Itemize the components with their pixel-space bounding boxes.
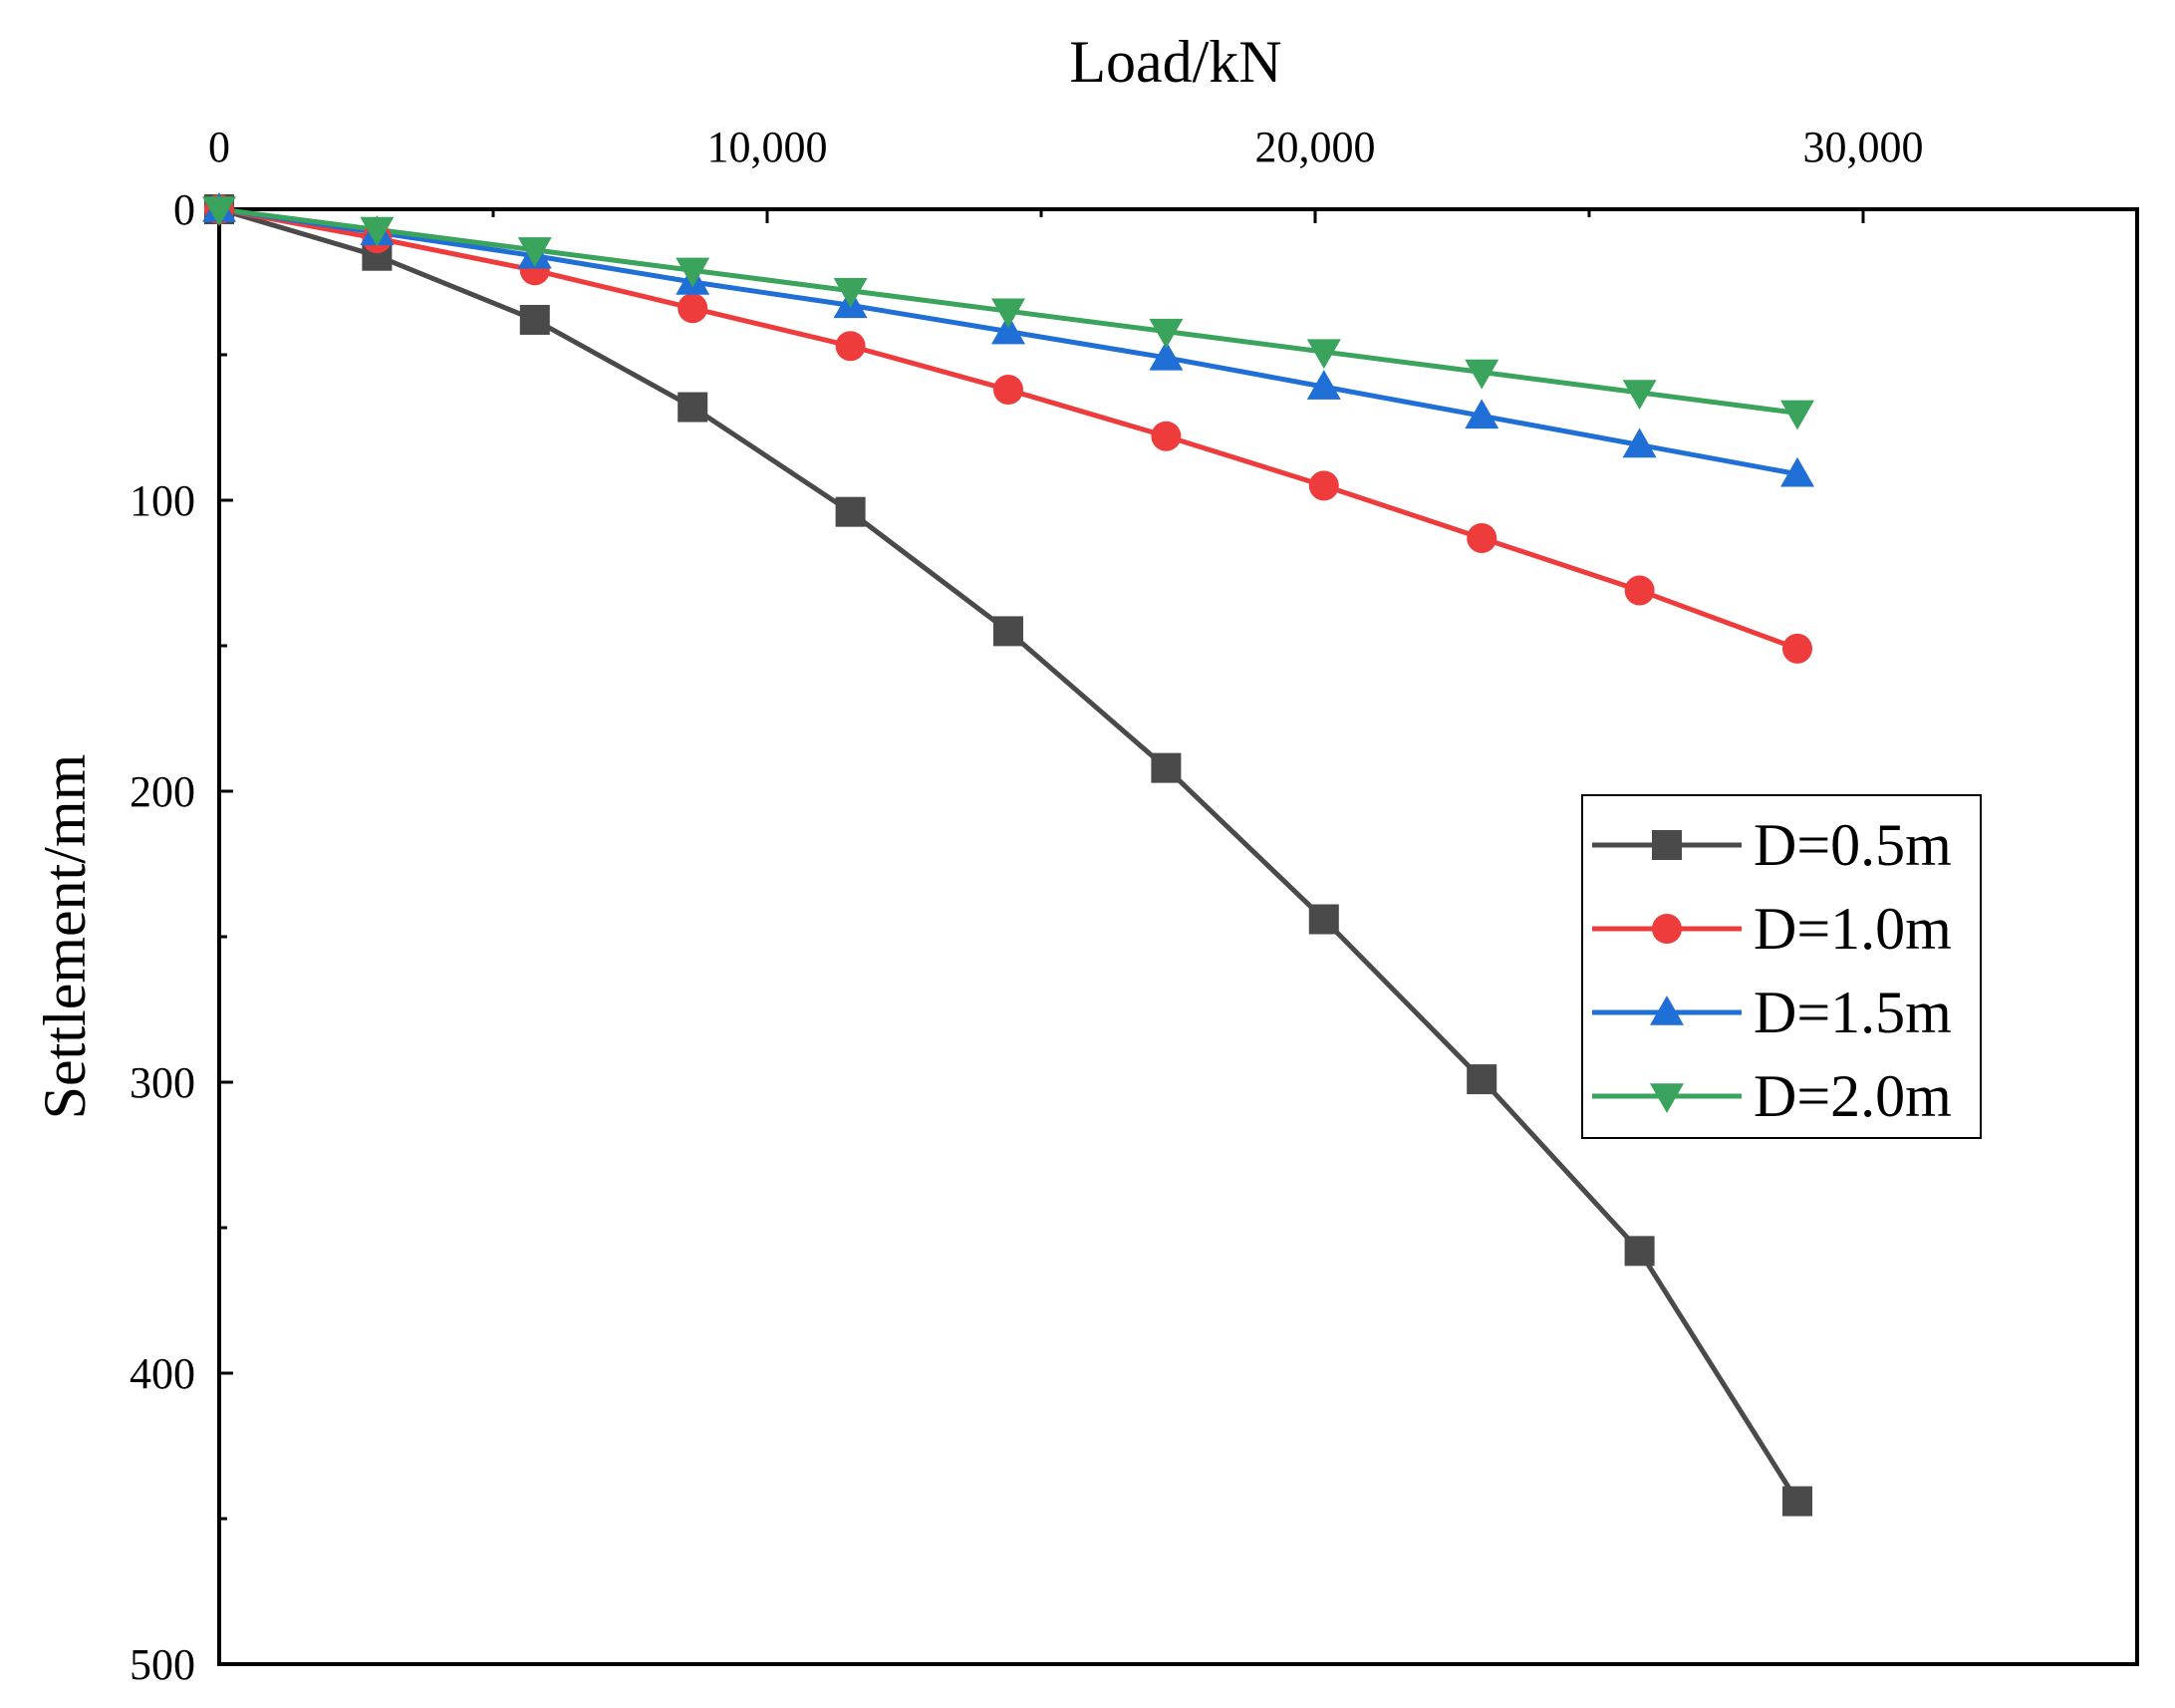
data-point-d-2-0m (1622, 380, 1657, 410)
legend-label-d-1-5m: D=1.5m (1754, 980, 1952, 1045)
legend-marker-d-2-0m (1650, 1083, 1684, 1113)
data-point-d-0-5m (1467, 1064, 1497, 1095)
data-point-d-2-0m (833, 278, 868, 308)
data-point-d-0-5m (1624, 1236, 1655, 1267)
data-point-d-1-0m (1624, 575, 1655, 606)
y-tick-label: 100 (130, 476, 195, 525)
series-markers (202, 192, 1814, 1517)
data-point-d-0-5m (993, 616, 1023, 647)
data-point-d-2-0m (1780, 400, 1814, 430)
y-tick-label: 300 (130, 1058, 195, 1107)
legend-box (1581, 794, 1982, 1139)
legend-label-d-2-0m: D=2.0m (1754, 1063, 1952, 1129)
y-tick-label: 0 (173, 185, 195, 234)
data-point-d-1-5m (1780, 456, 1814, 487)
data-point-d-1-5m (1622, 427, 1657, 458)
data-point-d-0-5m (678, 392, 708, 423)
data-point-d-2-0m (1306, 339, 1341, 370)
data-point-d-2-0m (202, 196, 236, 226)
data-point-d-1-5m (1306, 370, 1341, 400)
legend-marker-d-0-5m (1652, 830, 1682, 860)
data-point-d-2-0m (1149, 318, 1184, 349)
y-axis-title: Settlement/mm (32, 754, 98, 1120)
legend-marker-d-1-0m (1652, 914, 1682, 944)
y-tick-label: 200 (130, 767, 195, 816)
x-tick-label: 10,000 (707, 123, 828, 171)
legend-marker-d-1-5m (1650, 996, 1684, 1025)
data-point-d-2-0m (676, 257, 710, 288)
data-point-d-2-0m (360, 216, 395, 247)
data-point-d-0-5m (835, 496, 866, 527)
y-tick-label: 400 (130, 1349, 195, 1398)
data-point-d-2-0m (517, 237, 552, 267)
x-tick-label: 30,000 (1803, 123, 1924, 171)
data-point-d-1-0m (678, 293, 708, 324)
data-point-d-1-0m (835, 331, 866, 362)
data-point-d-1-0m (993, 375, 1023, 406)
data-point-d-0-5m (1782, 1486, 1812, 1517)
axis-ticks: 0 10,000 20,000 30,000 0 100 200 300 400 500 (130, 123, 1924, 1689)
data-point-d-1-0m (1151, 421, 1182, 451)
x-tick-label: 20,000 (1255, 123, 1376, 171)
data-point-d-1-0m (1308, 470, 1339, 501)
x-tick-label: 0 (208, 123, 230, 171)
data-point-d-0-5m (519, 304, 550, 335)
data-point-d-2-0m (1465, 359, 1499, 390)
data-point-d-0-5m (1308, 904, 1339, 935)
legend: D=0.5m D=1.0m D=1.5m D=2.0m (1581, 794, 1982, 1139)
data-point-d-1-5m (1465, 399, 1499, 429)
data-point-d-1-0m (1467, 522, 1497, 553)
data-point-d-1-5m (1149, 340, 1184, 371)
legend-label-d-1-0m: D=1.0m (1754, 896, 1952, 962)
data-point-d-1-5m (991, 314, 1025, 345)
data-point-d-1-0m (1782, 633, 1812, 664)
legend-label-d-0-5m: D=0.5m (1754, 812, 1952, 878)
data-point-d-2-0m (991, 298, 1025, 329)
x-axis-title: Load/kN (1069, 29, 1281, 95)
y-tick-label: 500 (130, 1640, 195, 1689)
data-point-d-0-5m (1151, 752, 1182, 783)
